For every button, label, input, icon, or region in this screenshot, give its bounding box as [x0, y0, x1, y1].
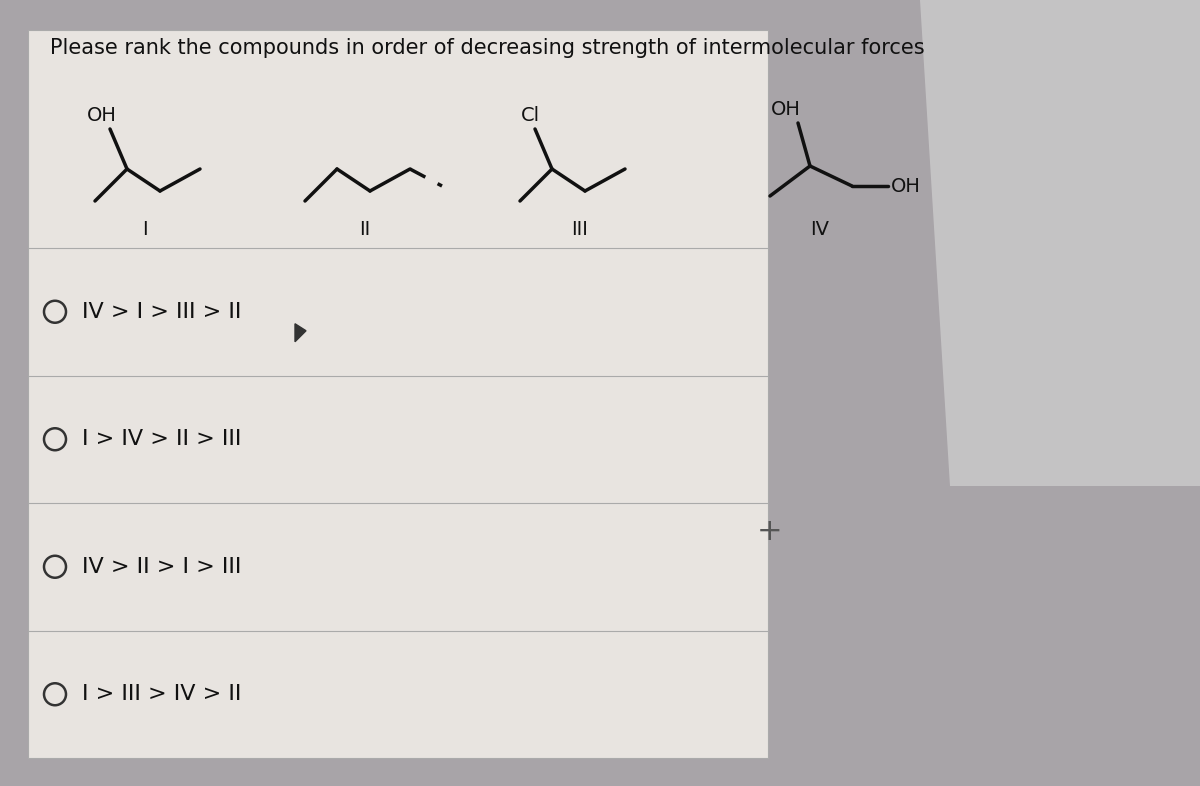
- Text: OH: OH: [88, 106, 116, 125]
- Circle shape: [44, 301, 66, 323]
- Text: Please rank the compounds in order of decreasing strength of intermolecular forc: Please rank the compounds in order of de…: [50, 38, 925, 58]
- Polygon shape: [920, 0, 1200, 486]
- FancyBboxPatch shape: [28, 30, 768, 758]
- Circle shape: [44, 556, 66, 578]
- Text: Cl: Cl: [521, 106, 540, 125]
- Text: OH: OH: [772, 100, 800, 119]
- Text: IV > II > I > III: IV > II > I > III: [82, 556, 241, 577]
- Polygon shape: [295, 324, 306, 342]
- Text: III: III: [571, 220, 588, 239]
- Text: +: +: [757, 516, 782, 545]
- FancyBboxPatch shape: [770, 30, 1172, 758]
- Text: OH: OH: [890, 177, 920, 196]
- Text: I > III > IV > II: I > III > IV > II: [82, 685, 241, 704]
- Text: IV > I > III > II: IV > I > III > II: [82, 302, 241, 321]
- Text: I: I: [142, 220, 148, 239]
- Text: I > IV > II > III: I > IV > II > III: [82, 429, 241, 450]
- Text: II: II: [359, 220, 371, 239]
- Circle shape: [44, 683, 66, 705]
- Circle shape: [44, 428, 66, 450]
- Text: IV: IV: [810, 220, 829, 239]
